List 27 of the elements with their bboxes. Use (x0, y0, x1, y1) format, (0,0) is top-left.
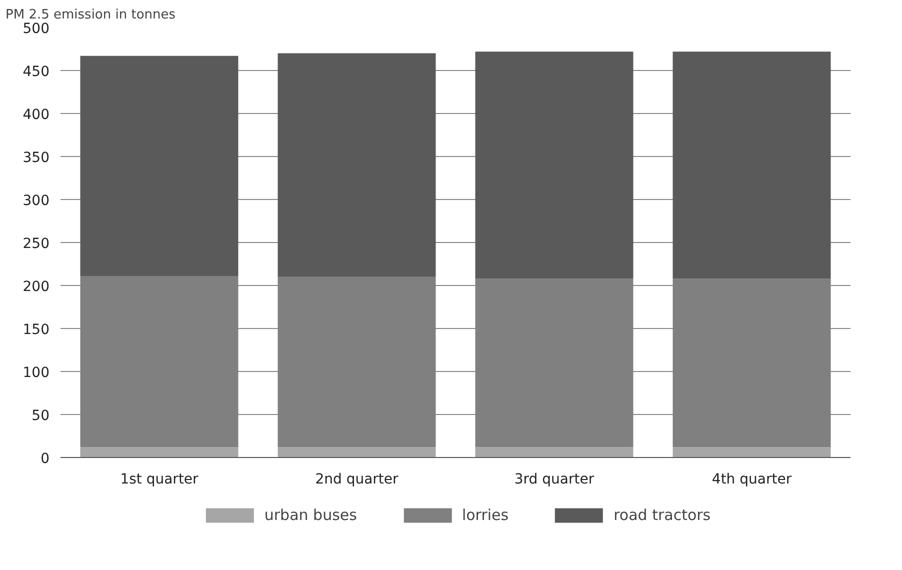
y-tick-label: 300 (22, 193, 50, 209)
legend-label: road tractors (614, 506, 711, 524)
bar (672, 447, 831, 458)
y-tick-label: 200 (22, 279, 50, 295)
x-tick-label: 3rd quarter (514, 472, 594, 488)
y-tick-label: 50 (32, 408, 50, 424)
x-tick-label: 2nd quarter (315, 472, 399, 488)
bar (278, 447, 436, 458)
y-tick-label: 350 (22, 150, 50, 166)
y-tick-label: 450 (22, 64, 50, 80)
bar (475, 447, 634, 458)
legend-label: urban buses (264, 506, 357, 524)
y-tick-label: 100 (22, 365, 50, 381)
x-tick-label: 4th quarter (712, 472, 792, 488)
bar (672, 52, 831, 279)
y-tick-label: 500 (22, 21, 50, 37)
y-axis-title: PM 2.5 emission in tonnes (6, 8, 176, 22)
y-tick-label: 400 (22, 107, 50, 123)
y-tick-label: 150 (22, 322, 50, 338)
y-tick-label: 0 (40, 451, 50, 467)
legend-label: lorries (462, 506, 509, 524)
y-tick-label: 250 (22, 236, 50, 252)
bar (80, 447, 238, 458)
bar (278, 53, 436, 277)
x-tick-label: 1st quarter (120, 472, 199, 488)
bar (80, 56, 238, 276)
bar (475, 52, 634, 279)
